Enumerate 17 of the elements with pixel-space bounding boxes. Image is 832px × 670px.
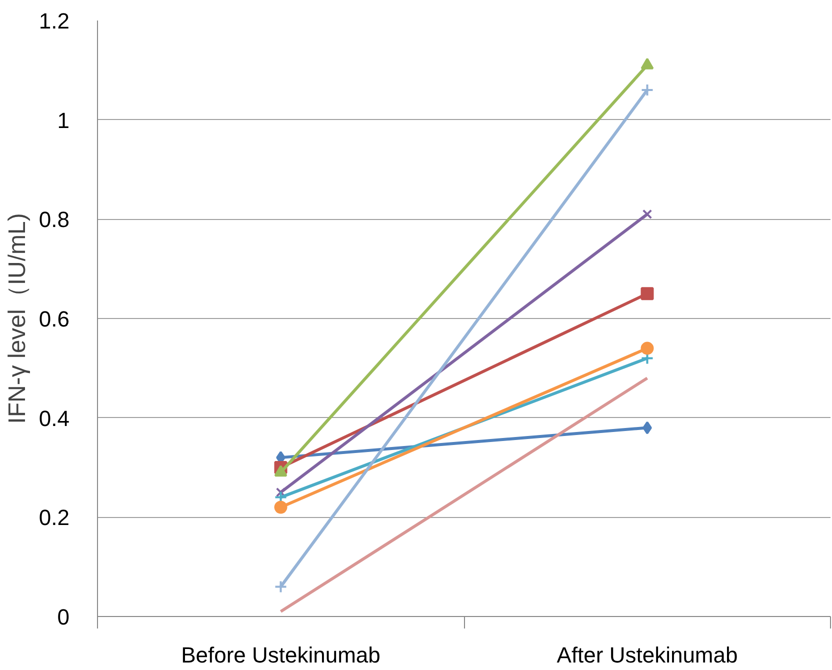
- y-tick-label: 1.2: [38, 8, 70, 34]
- y-axis-title: IFN-γ level（IU/mL): [4, 213, 31, 424]
- point: [640, 287, 654, 300]
- point: [274, 500, 288, 514]
- point: [642, 209, 652, 220]
- point: [640, 342, 654, 355]
- y-tick-label: 0: [57, 604, 70, 630]
- point: [276, 487, 286, 498]
- point: [274, 580, 288, 594]
- y-tick-label: 0.8: [38, 207, 70, 232]
- y-tick-label: 0.2: [38, 505, 70, 530]
- y-tick-label: 0.4: [38, 406, 70, 431]
- y-tick-label: 1: [57, 108, 70, 133]
- x-tick-label: Before Ustekinumab: [181, 642, 380, 668]
- x-tick-label: After Ustekinumab: [556, 642, 738, 668]
- y-tick-label: 0.6: [38, 306, 70, 332]
- point: [640, 84, 654, 97]
